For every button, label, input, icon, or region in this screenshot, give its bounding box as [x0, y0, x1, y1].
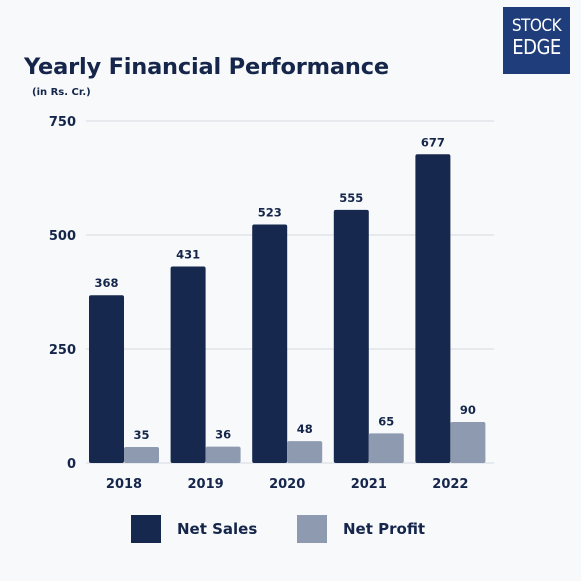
data-label: 90 [460, 403, 476, 417]
x-tick-label: 2020 [269, 477, 305, 492]
x-tick-label: 2019 [188, 477, 224, 492]
data-label: 35 [133, 428, 149, 442]
x-tick-label: 2022 [432, 477, 468, 492]
data-label: 368 [94, 276, 118, 290]
bar-net-profit [124, 447, 159, 463]
bar-net-profit [205, 446, 241, 463]
bar-net-profit [450, 421, 486, 463]
bar-net-sales [89, 295, 124, 463]
y-tick-label: 250 [49, 343, 76, 358]
data-label: 555 [339, 191, 363, 205]
data-label: 48 [297, 422, 313, 436]
data-label: 65 [378, 414, 394, 428]
bar-net-sales [415, 154, 451, 463]
stock-edge-logo: STOCK EDGE [503, 7, 570, 74]
legend-swatch-net-profit [297, 515, 327, 543]
y-tick-label: 0 [67, 457, 76, 472]
legend-label-net-sales: Net Sales [177, 520, 258, 538]
legend-label-net-profit: Net Profit [343, 520, 426, 538]
logo-line-1: STOCK [511, 16, 562, 36]
legend-item-net-profit: Net Profit [297, 515, 425, 543]
bar-net-sales [252, 224, 288, 463]
chart-subtitle: (in Rs. Cr.) [32, 87, 91, 98]
chart-title: Yearly Financial Performance [24, 54, 389, 80]
y-tick-label: 750 [49, 115, 76, 130]
data-label: 36 [215, 428, 231, 442]
bar-net-sales [170, 266, 206, 463]
bar-net-profit [368, 433, 404, 463]
x-tick-label: 2018 [106, 477, 142, 492]
data-label: 431 [176, 247, 200, 261]
bar-chart: 0 250 500 750 368 35 2018 431 36 2019 523 48 2020 555… [49, 115, 494, 492]
data-label: 523 [258, 206, 282, 220]
legend: Net Sales Net Profit [0, 515, 581, 543]
data-label: 677 [421, 135, 445, 149]
bar-net-profit [287, 441, 323, 463]
y-tick-label: 500 [49, 229, 76, 244]
bar-net-sales [333, 209, 369, 463]
legend-item-net-sales: Net Sales [131, 515, 257, 543]
x-tick-label: 2021 [351, 477, 387, 492]
legend-swatch-net-sales [131, 515, 161, 543]
logo-line-2: EDGE [512, 35, 561, 59]
